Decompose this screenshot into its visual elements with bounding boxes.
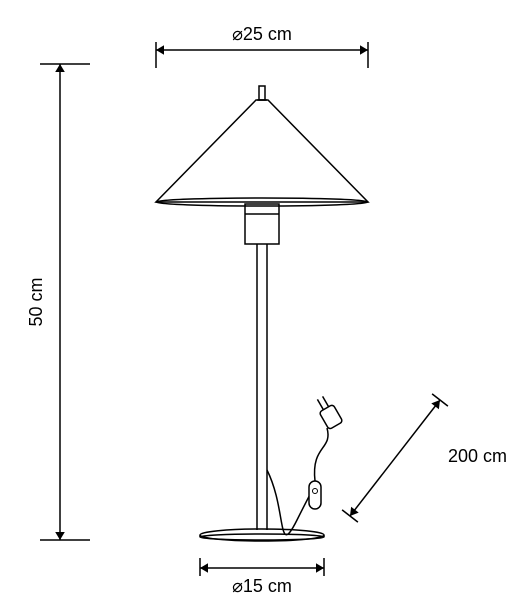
- base-diameter-label: ⌀15 cm: [232, 576, 292, 596]
- lamp-dimension-diagram: 50 cm ⌀25 cm ⌀15 cm 200 cm: [0, 0, 507, 600]
- cable-length-label: 200 cm: [448, 446, 507, 466]
- plug-icon: [313, 394, 343, 430]
- cable-switch-icon: [309, 481, 321, 509]
- shade-diameter-label: ⌀25 cm: [232, 24, 292, 44]
- height-label: 50 cm: [26, 277, 46, 326]
